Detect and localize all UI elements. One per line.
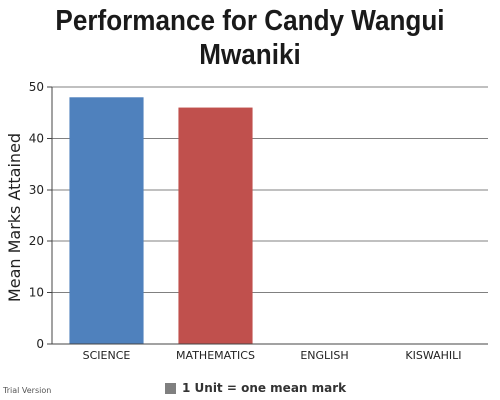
legend-swatch bbox=[165, 382, 176, 394]
y-tick-label: 10 bbox=[29, 286, 44, 300]
bar-mathematics[interactable] bbox=[178, 107, 253, 344]
y-axis-title: Mean Marks Attained bbox=[5, 133, 24, 302]
y-tick-label: 30 bbox=[29, 183, 44, 197]
chart-title: Performance for Candy Wangui Mwaniki bbox=[55, 5, 445, 71]
bar-science[interactable] bbox=[69, 97, 144, 344]
x-tick-label: ENGLISH bbox=[300, 349, 348, 362]
legend-label: 1 Unit = one mean mark bbox=[182, 381, 347, 395]
x-tick-label: KISWAHILI bbox=[405, 349, 461, 362]
y-tick-label: 40 bbox=[29, 131, 44, 145]
y-tick-label: 50 bbox=[29, 80, 44, 94]
x-tick-label: SCIENCE bbox=[83, 349, 131, 362]
bars bbox=[69, 97, 253, 344]
y-tick-label: 20 bbox=[29, 234, 44, 248]
trial-watermark: Trial Version bbox=[3, 386, 52, 395]
legend: 1 Unit = one mean mark bbox=[165, 381, 346, 395]
axes bbox=[47, 86, 488, 345]
axis-labels: 0 10 20 30 40 50 SCIENCE MATHEMATICS ENGLISH KISW… bbox=[5, 80, 462, 362]
y-tick-label: 0 bbox=[36, 337, 44, 351]
x-tick-label: MATHEMATICS bbox=[176, 349, 255, 362]
